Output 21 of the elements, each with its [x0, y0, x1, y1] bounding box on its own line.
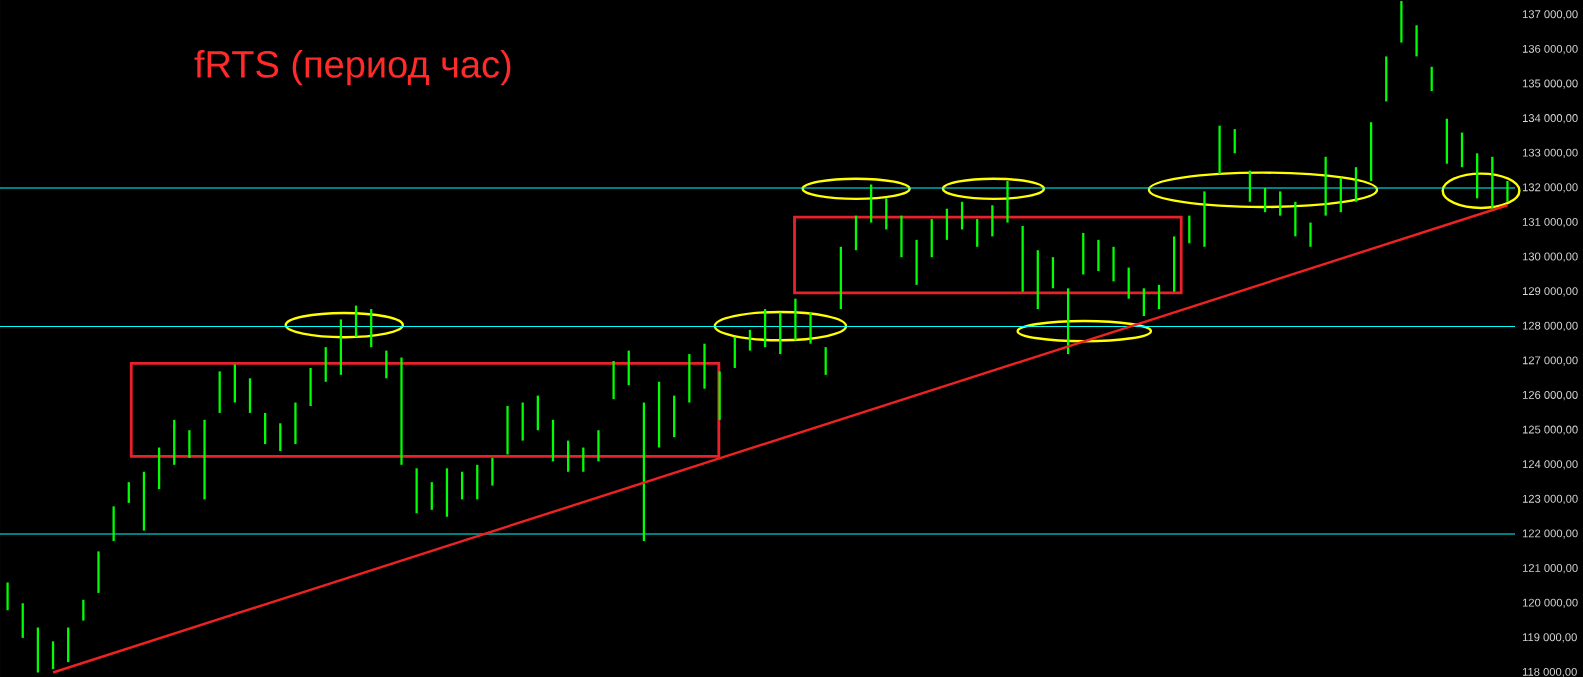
y-tick-label: 125 000,00	[1522, 425, 1578, 435]
y-tick-label: 130 000,00	[1522, 252, 1578, 262]
y-tick-label: 118 000,00	[1522, 667, 1577, 677]
y-tick-label: 124 000,00	[1522, 460, 1578, 470]
y-tick-label: 126 000,00	[1522, 390, 1578, 401]
y-tick-label: 132 000,00	[1522, 183, 1578, 193]
y-tick-label: 135 000,00	[1522, 79, 1578, 89]
y-tick-label: 128 000,00	[1522, 321, 1578, 332]
y-tick-label: 120 000,00	[1522, 598, 1578, 608]
y-tick-label: 127 000,00	[1522, 356, 1578, 366]
y-tick-label: 119 000,00	[1522, 633, 1577, 643]
y-tick-label: 133 000,00	[1522, 148, 1578, 158]
y-tick-label: 136 000,00	[1522, 44, 1578, 55]
y-tick-label: 137 000,00	[1522, 10, 1578, 20]
y-tick-label: 129 000,00	[1522, 287, 1578, 297]
y-tick-label: 123 000,00	[1522, 494, 1578, 505]
y-tick-label: 121 000,00	[1522, 564, 1578, 574]
y-tick-label: 131 000,00	[1522, 217, 1578, 228]
text: fRTS (период час)	[194, 49, 511, 86]
y-tick-label: 134 000,00	[1522, 114, 1578, 124]
y-tick-label: 122 000,00	[1522, 529, 1578, 539]
